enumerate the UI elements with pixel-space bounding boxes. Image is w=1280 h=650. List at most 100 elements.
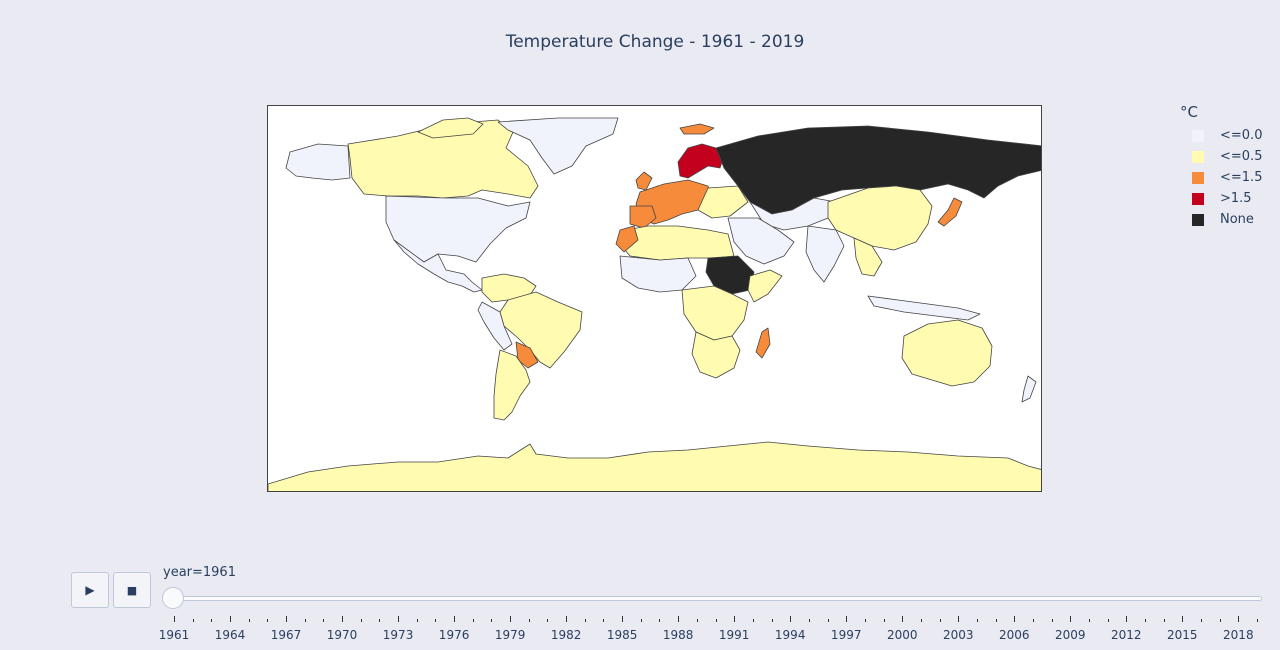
slider-tick-label: 1976: [438, 628, 470, 642]
slider-tick: [510, 616, 512, 622]
region-iberia[interactable]: [629, 205, 657, 229]
region-indonesia[interactable]: [867, 295, 981, 321]
slider-tick-label: 1967: [270, 628, 302, 642]
slider-tick: [342, 616, 344, 622]
region-scandinavia[interactable]: [677, 143, 725, 179]
slider-tick: [603, 619, 605, 622]
slider-current-value: year=1961: [163, 565, 236, 580]
legend-item-le-0-5[interactable]: <=0.5: [1178, 146, 1262, 167]
slider-tick: [528, 619, 530, 622]
slider-tick: [827, 619, 829, 622]
slider-tick: [920, 619, 922, 622]
region-alaska[interactable]: [285, 143, 351, 181]
slider-tick: [1126, 616, 1128, 622]
slider-tick: [379, 619, 381, 622]
year-slider-rail[interactable]: [170, 596, 1262, 601]
slider-tick: [248, 619, 250, 622]
region-madagascar[interactable]: [755, 327, 771, 359]
legend-item-none[interactable]: None: [1178, 209, 1262, 230]
slider-tick: [286, 616, 288, 622]
slider-tick: [790, 616, 792, 622]
slider-tick: [1182, 616, 1184, 622]
region-southern-cone[interactable]: [493, 349, 531, 421]
region-canada[interactable]: [347, 119, 539, 199]
region-morocco[interactable]: [615, 225, 639, 253]
slider-tick: [584, 619, 586, 622]
slider-tick: [304, 619, 306, 622]
region-greenland[interactable]: [497, 117, 619, 175]
region-japan[interactable]: [937, 197, 963, 227]
slider-tick: [1051, 619, 1053, 622]
region-sudan[interactable]: [705, 255, 755, 295]
slider-tick: [192, 619, 194, 622]
region-west-south-america[interactable]: [477, 301, 513, 351]
region-southeast-asia[interactable]: [853, 237, 883, 277]
slider-tick: [939, 619, 941, 622]
slider-tick: [1014, 616, 1016, 622]
region-horn-of-africa[interactable]: [747, 269, 783, 303]
legend-item-gt-1-5[interactable]: >1.5: [1178, 188, 1262, 209]
slider-tick: [1200, 619, 1202, 622]
slider-tick: [398, 616, 400, 622]
slider-tick: [846, 616, 848, 622]
slider-tick-label: 2018: [1223, 628, 1254, 642]
slider-tick: [454, 616, 456, 622]
legend-item-le-1-5[interactable]: <=1.5: [1178, 167, 1262, 188]
map-svg: [268, 117, 1042, 492]
slider-tick: [622, 616, 624, 622]
region-australia[interactable]: [901, 319, 993, 387]
slider-tick: [640, 619, 642, 622]
legend-label: <=0.0: [1220, 128, 1263, 143]
slider-tick: [678, 616, 680, 622]
region-southern-africa[interactable]: [691, 331, 741, 379]
slider-tick: [808, 619, 810, 622]
region-china[interactable]: [827, 185, 933, 251]
region-west-africa[interactable]: [619, 255, 697, 293]
region-middle-east[interactable]: [727, 217, 795, 265]
slider-tick-label: 2000: [886, 628, 918, 642]
slider-tick: [715, 619, 717, 622]
legend-label: >1.5: [1220, 191, 1252, 206]
slider-tick: [958, 616, 960, 622]
region-india[interactable]: [805, 225, 845, 283]
region-arctic-islands[interactable]: [417, 117, 484, 139]
region-north-africa[interactable]: [619, 225, 735, 261]
slider-tick: [752, 619, 754, 622]
region-paraguay[interactable]: [515, 341, 539, 369]
slider-tick-label: 1997: [830, 628, 862, 642]
world-map[interactable]: [267, 105, 1042, 492]
slider-tick: [995, 619, 997, 622]
slider-tick-label: 1970: [326, 628, 358, 642]
slider-tick: [211, 619, 213, 622]
legend-label: <=1.5: [1220, 170, 1263, 185]
slider-tick: [360, 619, 362, 622]
region-mexico[interactable]: [393, 239, 483, 293]
legend-label: <=0.5: [1220, 149, 1263, 164]
year-slider-ticks: 1961 1964 1967 1970 1973 1976 1979 1982 1985 1988…: [0, 612, 1280, 650]
slider-tick-label: 1979: [494, 628, 526, 642]
region-uk[interactable]: [635, 171, 653, 191]
slider-tick-label: 2006: [998, 628, 1030, 642]
slider-tick: [771, 619, 773, 622]
slider-tick-label: 2015: [1167, 628, 1198, 642]
stop-button[interactable]: ■: [113, 572, 151, 608]
legend-item-le-0[interactable]: <=0.0: [1178, 125, 1262, 146]
region-new-zealand[interactable]: [1021, 375, 1037, 403]
region-central-africa[interactable]: [681, 285, 749, 341]
legend-swatch: [1192, 192, 1204, 205]
slider-tick: [864, 619, 866, 622]
slider-tick-label: 2003: [942, 628, 974, 642]
slider-tick: [267, 619, 269, 622]
stop-icon: ■: [126, 583, 138, 597]
slider-tick-label: 1964: [214, 628, 246, 642]
legend: °C <=0.0 <=0.5 <=1.5 >1.5 None: [1178, 103, 1262, 230]
year-slider-handle[interactable]: [162, 587, 184, 609]
region-antarctica[interactable]: [268, 441, 1042, 492]
slider-tick-label: 1961: [158, 628, 190, 642]
slider-tick: [1257, 619, 1258, 622]
play-button[interactable]: ▶: [71, 572, 109, 608]
slider-tick-label: 1985: [606, 628, 638, 642]
slider-tick-label: 2012: [1111, 628, 1142, 642]
slider-tick: [472, 619, 474, 622]
region-iceland[interactable]: [679, 123, 715, 135]
